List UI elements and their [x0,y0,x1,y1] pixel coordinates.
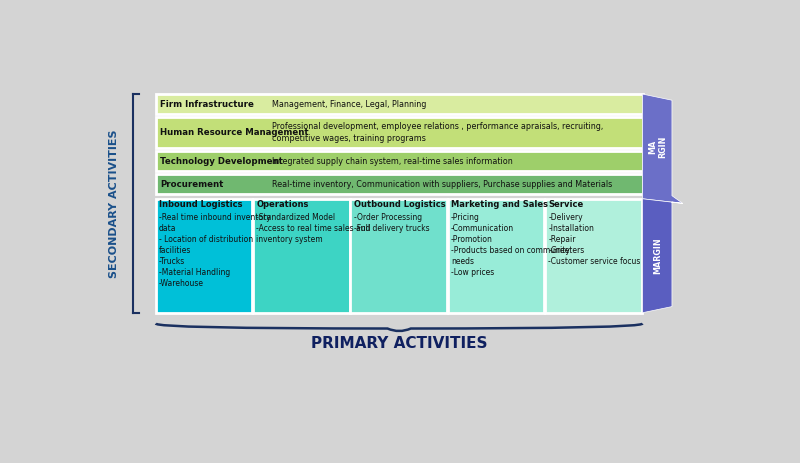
Polygon shape [642,94,683,203]
FancyBboxPatch shape [448,199,544,313]
Text: Real-time inventory, Communication with suppliers, Purchase supplies and Materia: Real-time inventory, Communication with … [272,180,612,188]
Text: Service: Service [548,200,583,209]
FancyBboxPatch shape [156,174,642,194]
FancyBboxPatch shape [156,117,642,148]
Text: Firm Infrastructure: Firm Infrastructure [161,100,254,108]
Text: MA
RGIN: MA RGIN [649,135,667,157]
FancyBboxPatch shape [545,199,642,313]
FancyBboxPatch shape [350,199,447,313]
Text: Management, Finance, Legal, Planning: Management, Finance, Legal, Planning [272,100,426,108]
Text: SECONDARY ACTIVITIES: SECONDARY ACTIVITIES [109,129,119,278]
Text: Inbound Logistics: Inbound Logistics [159,200,242,209]
Text: Human Resource Management: Human Resource Management [161,128,309,137]
Text: -Standardized Model
-Access to real time sales and
inventory system: -Standardized Model -Access to real time… [256,213,370,244]
Text: -Pricing
-Communication
-Promotion
-Products based on community
needs
-Low price: -Pricing -Communication -Promotion -Prod… [451,213,570,277]
Text: Marketing and Sales: Marketing and Sales [451,200,548,209]
Text: Technology Development: Technology Development [161,156,283,166]
FancyBboxPatch shape [156,199,252,313]
Text: PRIMARY ACTIVITIES: PRIMARY ACTIVITIES [311,336,487,351]
Text: Professional development, employee relations , performance apraisals, recruiting: Professional development, employee relat… [272,122,603,143]
Text: -Order Processing
-Full delivery trucks: -Order Processing -Full delivery trucks [354,213,430,233]
FancyBboxPatch shape [253,199,350,313]
Text: Integrated supply chain system, real-time sales information: Integrated supply chain system, real-tim… [272,156,513,166]
Text: Procurement: Procurement [161,180,224,188]
FancyBboxPatch shape [156,151,642,171]
Text: Outbound Logistics: Outbound Logistics [354,200,446,209]
FancyBboxPatch shape [156,94,642,114]
Text: MARGIN: MARGIN [654,238,662,274]
Polygon shape [642,199,683,313]
Text: -Delivery
-Installation
-Repair
-Greeters
-Customer service focus: -Delivery -Installation -Repair -Greeter… [548,213,641,266]
Text: Operations: Operations [256,200,309,209]
Text: -Real time inbound inventory
data
- Location of distribution
facilities
-Trucks
: -Real time inbound inventory data - Loca… [159,213,270,288]
